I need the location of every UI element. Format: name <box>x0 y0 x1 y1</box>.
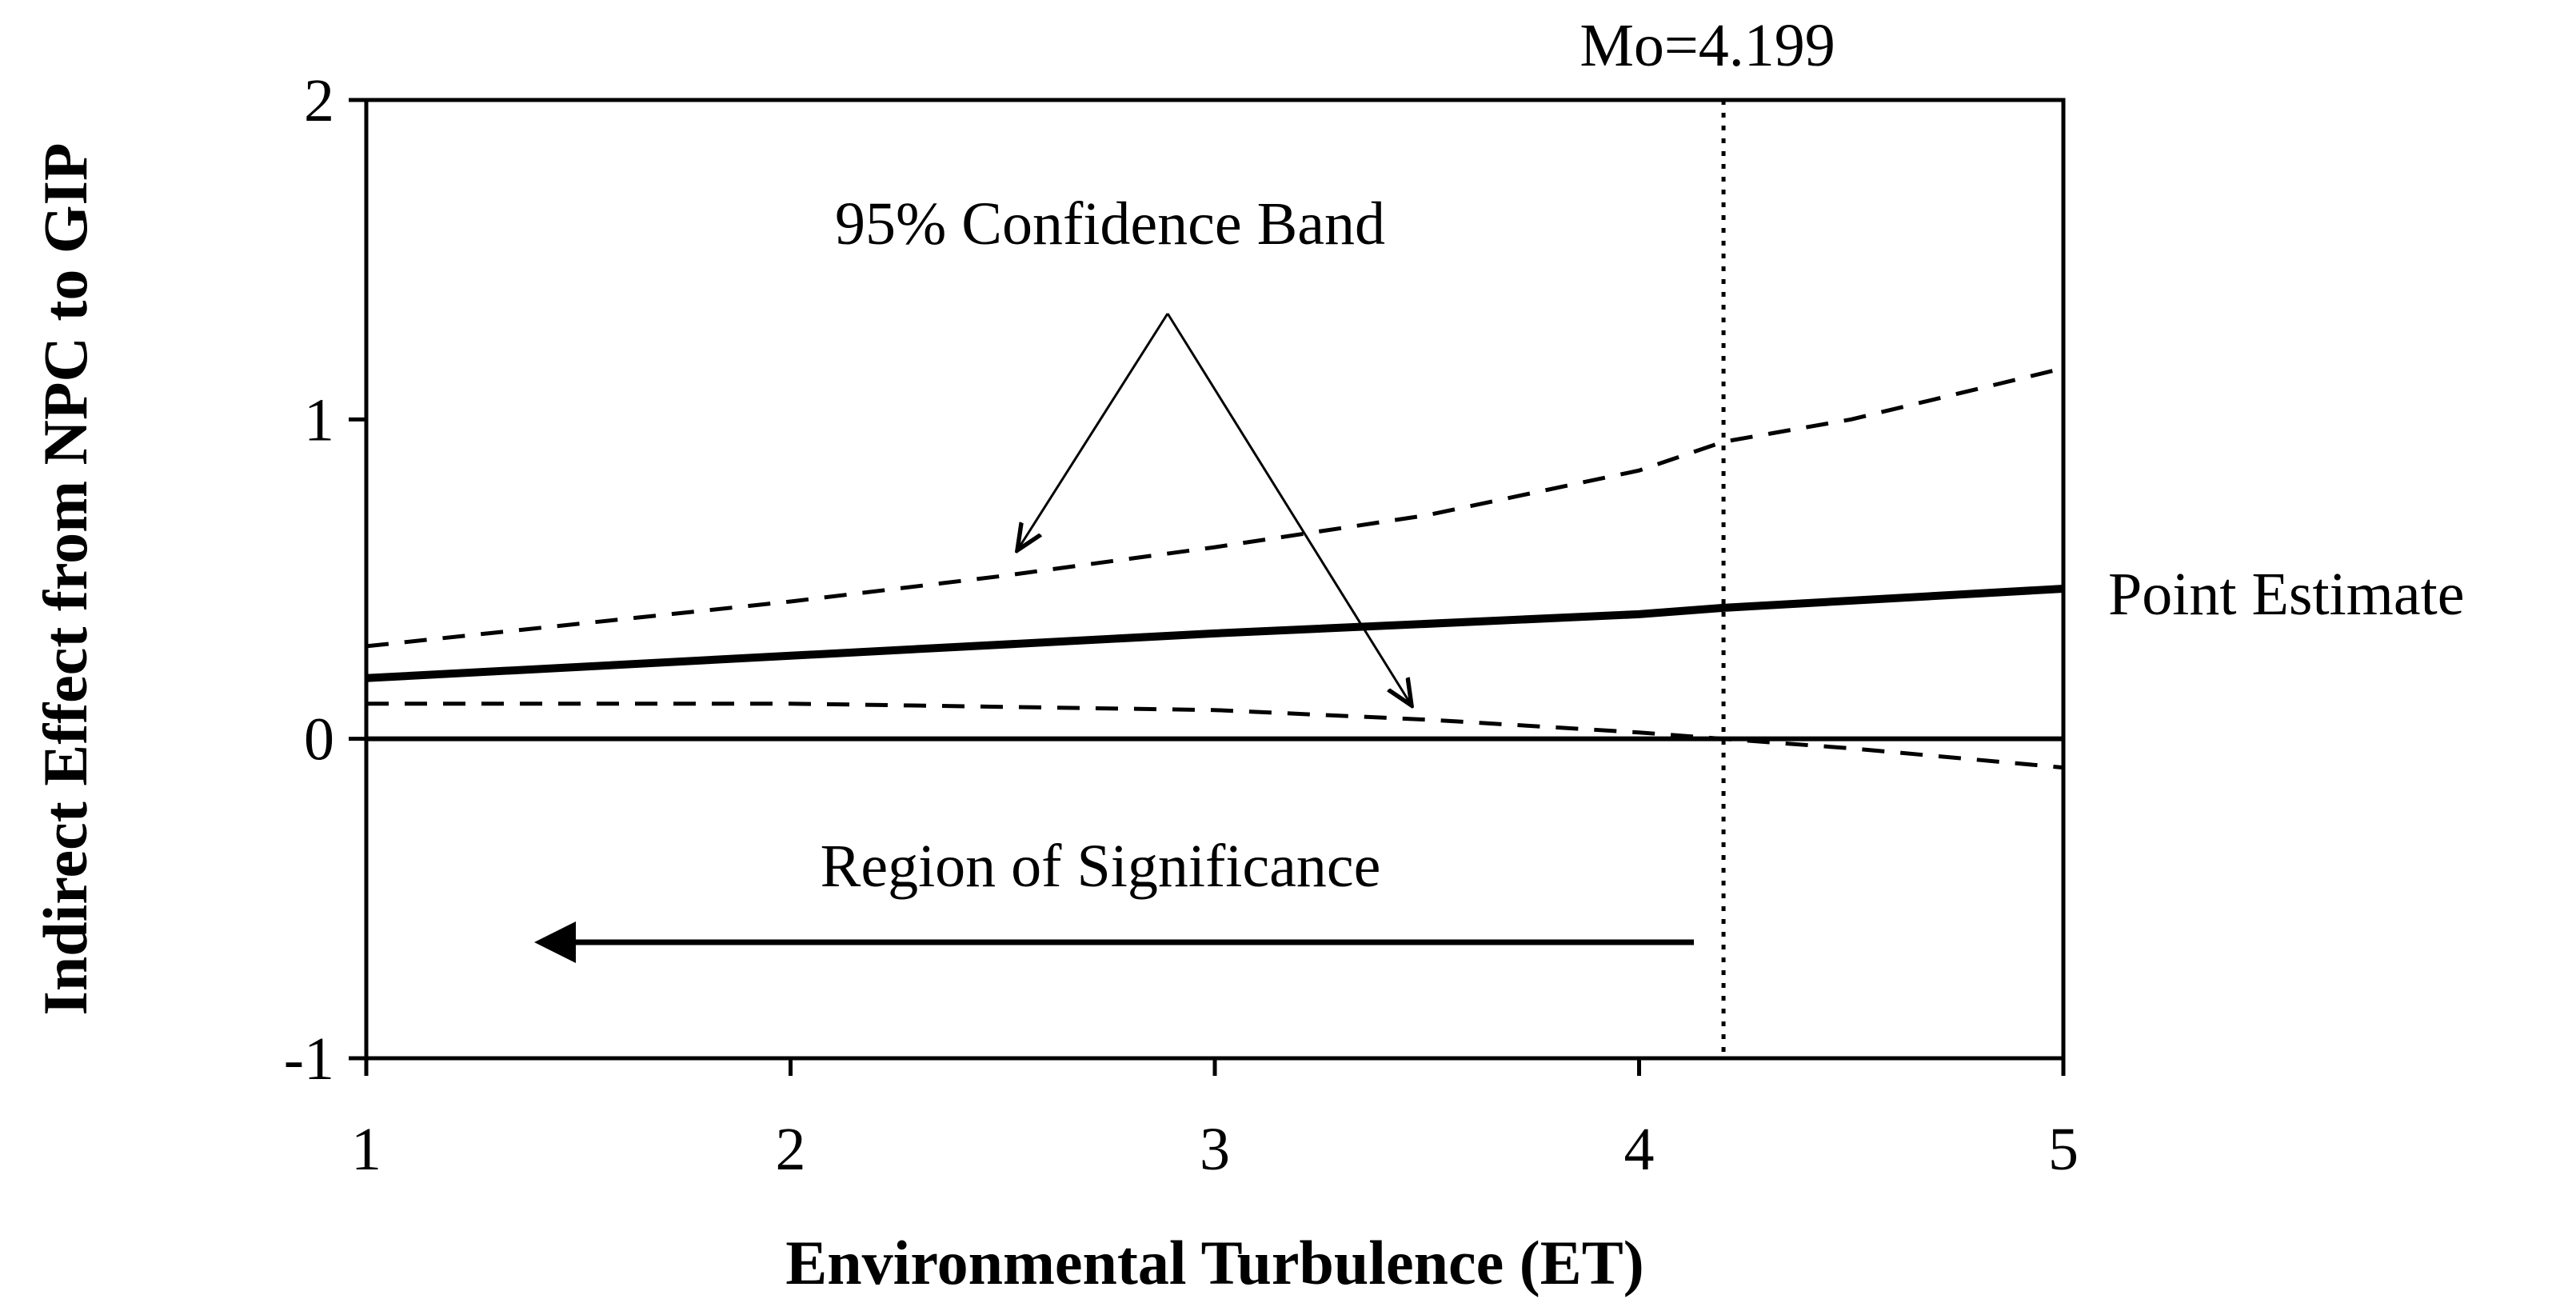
region-of-significance-label: Region of Significance <box>821 833 1381 900</box>
y-axis-ticks: 2 1 0 -1 <box>284 67 366 1093</box>
x-axis-title: Environmental Turbulence (ET) <box>785 1228 1643 1297</box>
confidence-band-lower-line <box>366 701 2064 770</box>
x-tick-label: 1 <box>351 1116 381 1183</box>
y-tick-label: 2 <box>304 67 334 134</box>
x-tick-label: 2 <box>776 1116 806 1183</box>
confidence-band-arrow-lower <box>1166 313 1412 705</box>
x-tick-label: 3 <box>1200 1116 1230 1183</box>
y-tick-label: -1 <box>284 1025 334 1093</box>
region-of-significance-arrowhead <box>534 921 576 963</box>
point-estimate-line <box>365 585 2064 682</box>
y-axis-title: Indirect Effect from NPC to GIP <box>30 142 100 1015</box>
y-tick-label: 0 <box>304 706 334 773</box>
x-tick-label: 4 <box>1624 1116 1655 1183</box>
point-estimate-label: Point Estimate <box>2108 561 2464 628</box>
confidence-band-label: 95% Confidence Band <box>835 190 1385 258</box>
x-axis-ticks: 1 2 3 4 5 <box>351 1058 2079 1183</box>
x-tick-label: 5 <box>2048 1116 2079 1183</box>
moderator-value-label: Mo=4.199 <box>1580 12 1835 79</box>
confidence-band-upper-line <box>365 366 2064 649</box>
y-tick-label: 1 <box>304 386 334 454</box>
confidence-band-arrow-upper <box>1017 313 1169 550</box>
